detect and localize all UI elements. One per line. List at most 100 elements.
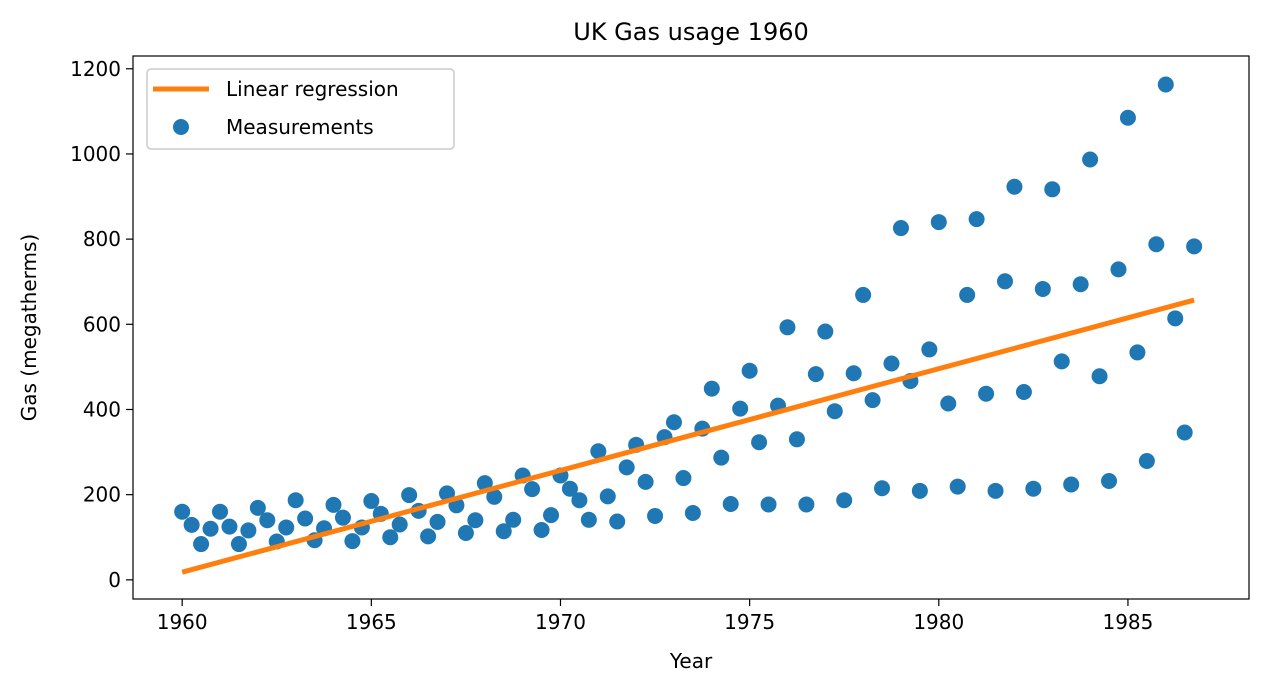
y-tick-label: 600: [83, 312, 121, 336]
data-point: [429, 513, 446, 530]
data-point: [855, 286, 872, 303]
data-point: [249, 499, 266, 516]
data-point: [1072, 276, 1089, 293]
data-point: [647, 507, 664, 524]
data-point: [344, 533, 361, 550]
data-point: [230, 536, 247, 553]
data-point: [1129, 344, 1146, 361]
data-point: [609, 513, 626, 530]
y-tick-label: 800: [83, 227, 121, 251]
y-tick-label: 0: [108, 568, 121, 592]
data-point: [193, 536, 210, 553]
data-point: [571, 492, 588, 509]
data-point: [1015, 384, 1032, 401]
data-point: [874, 480, 891, 497]
data-point: [1025, 480, 1042, 497]
data-point: [1138, 453, 1155, 470]
data-point: [949, 478, 966, 495]
x-axis: 1960 1965 1970 1975 1980 1985: [157, 599, 1153, 634]
data-point: [590, 443, 607, 460]
data-point: [751, 434, 768, 451]
data-point: [1110, 261, 1127, 278]
data-point: [599, 488, 616, 505]
data-point: [580, 511, 597, 528]
data-point: [741, 362, 758, 379]
data-point: [212, 503, 229, 520]
data-point: [240, 522, 257, 539]
data-point: [675, 470, 692, 487]
data-point: [420, 528, 437, 545]
data-point: [1091, 368, 1108, 385]
data-point: [524, 481, 541, 498]
plot-area: [174, 76, 1203, 575]
data-point: [505, 511, 522, 528]
data-point: [1119, 109, 1136, 126]
y-axis-title: Gas (megatherms): [17, 234, 41, 421]
data-point: [1082, 151, 1099, 168]
data-point: [1186, 238, 1203, 255]
data-point: [533, 522, 550, 539]
data-point: [287, 492, 304, 509]
data-point: [1101, 473, 1118, 490]
data-point: [325, 496, 342, 513]
data-point: [987, 482, 1004, 499]
data-point: [798, 496, 815, 513]
data-point: [968, 211, 985, 228]
legend: Linear regression Measurements: [146, 68, 455, 150]
x-tick-label: 1980: [913, 610, 964, 634]
legend-label-measurements: Measurements: [226, 115, 374, 139]
data-point: [845, 365, 862, 382]
data-point: [334, 509, 351, 526]
data-point: [836, 492, 853, 509]
y-axis: 0 200 400 600 800 1000 1200: [70, 57, 133, 592]
x-tick-label: 1970: [535, 610, 586, 634]
x-tick-label: 1975: [724, 610, 775, 634]
x-tick-label: 1985: [1102, 610, 1153, 634]
data-point: [495, 523, 512, 540]
plot-frame: [132, 55, 1250, 600]
data-point: [1167, 310, 1184, 327]
data-point: [864, 392, 881, 409]
legend-swatch-measurements: [173, 119, 189, 135]
data-point: [703, 380, 720, 397]
data-point: [807, 366, 824, 383]
data-point: [1053, 353, 1070, 370]
data-point: [665, 414, 682, 431]
data-point: [391, 516, 408, 533]
data-point: [297, 510, 314, 527]
regression-line: [181, 297, 1195, 575]
data-point: [684, 504, 701, 521]
data-point: [363, 493, 380, 510]
data-point: [543, 507, 560, 524]
data-point: [788, 431, 805, 448]
chart-title: UK Gas usage 1960: [573, 18, 809, 46]
data-point: [637, 473, 654, 490]
x-tick-label: 1965: [346, 610, 397, 634]
legend-box: [146, 68, 455, 150]
data-point: [1034, 280, 1051, 297]
data-point: [930, 214, 947, 231]
x-tick-label: 1960: [157, 610, 208, 634]
data-point: [202, 520, 219, 537]
data-point: [1157, 76, 1174, 93]
data-point: [1063, 476, 1080, 493]
data-point: [722, 496, 739, 513]
data-point: [713, 449, 730, 466]
data-point: [892, 220, 909, 237]
data-point: [174, 503, 191, 520]
data-point: [978, 385, 995, 402]
data-point: [959, 286, 976, 303]
data-point: [817, 323, 834, 340]
data-point: [618, 459, 635, 476]
y-tick-label: 200: [83, 483, 121, 507]
y-tick-label: 1000: [70, 142, 121, 166]
data-point: [221, 518, 238, 535]
data-point: [883, 355, 900, 372]
data-point: [826, 403, 843, 420]
data-point: [1044, 181, 1061, 198]
data-point: [183, 516, 200, 533]
data-point: [259, 512, 276, 529]
x-axis-title: Year: [669, 649, 713, 673]
data-point: [996, 273, 1013, 290]
